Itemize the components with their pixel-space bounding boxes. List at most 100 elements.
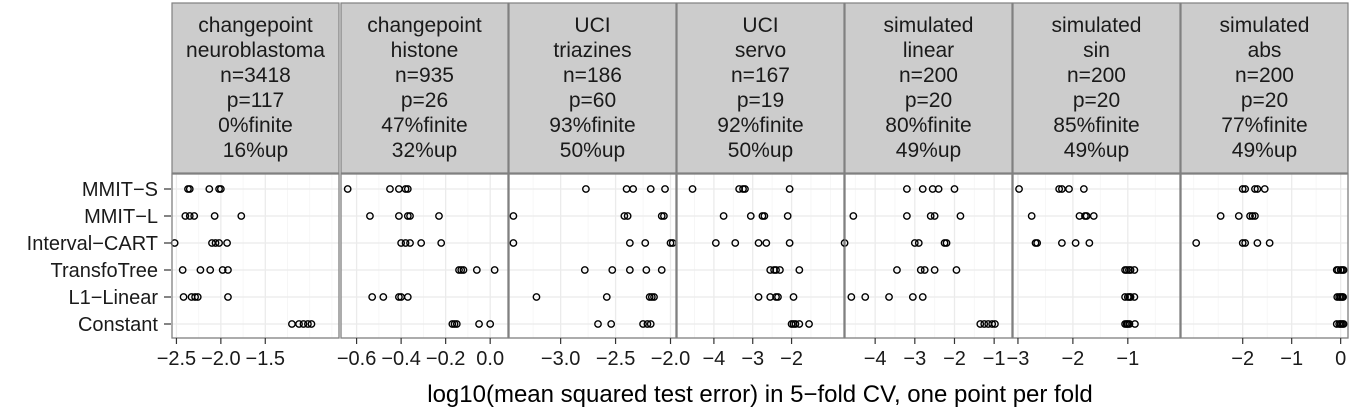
facet-panel: changepointhistonen=935p=2647%finite32%u… xyxy=(337,2,509,370)
data-point xyxy=(295,320,303,328)
facet-strip-label: triazines xyxy=(553,39,631,62)
data-point xyxy=(394,212,403,220)
data-point xyxy=(991,320,999,328)
panel-background xyxy=(172,174,339,338)
data-point xyxy=(1238,239,1247,247)
data-point xyxy=(660,212,668,220)
data-point xyxy=(620,212,629,220)
data-point xyxy=(746,212,755,220)
data-point xyxy=(641,239,650,247)
data-point xyxy=(179,293,188,301)
data-point xyxy=(623,212,632,220)
data-point xyxy=(920,266,929,274)
data-point xyxy=(930,212,939,220)
facet-strip xyxy=(844,2,1013,174)
facet-strip-label: 32%up xyxy=(392,139,457,162)
data-point xyxy=(639,320,647,328)
data-point xyxy=(774,293,782,301)
data-point xyxy=(206,266,215,274)
data-point xyxy=(486,320,495,328)
facet-strip-label: 80%finite xyxy=(885,114,971,137)
data-point xyxy=(625,266,634,274)
data-point xyxy=(754,293,763,301)
data-point xyxy=(976,320,985,328)
data-point xyxy=(1125,320,1134,328)
data-point xyxy=(532,293,541,301)
data-point xyxy=(406,212,414,220)
facet-strip-label: sin xyxy=(1083,39,1110,62)
data-point xyxy=(1251,185,1259,193)
panel-background xyxy=(677,174,844,338)
data-point xyxy=(1253,185,1262,193)
data-point xyxy=(861,293,870,301)
facet-strip-label: 49%up xyxy=(1232,139,1297,162)
data-point xyxy=(762,239,771,247)
data-point xyxy=(403,185,412,193)
data-point xyxy=(902,185,911,193)
x-tick-label: −2.0 xyxy=(651,348,690,370)
data-point xyxy=(196,266,205,274)
facet-strip-label: n=200 xyxy=(1235,64,1294,87)
data-point xyxy=(580,266,589,274)
x-tick-label: −0.2 xyxy=(426,348,465,370)
x-tick-label: −3 xyxy=(1007,348,1030,370)
data-point xyxy=(1253,239,1262,247)
data-point xyxy=(1339,266,1348,274)
data-point xyxy=(988,320,997,328)
y-tick-label: TransfoTree xyxy=(51,260,158,282)
y-tick-label: MMIT−L xyxy=(84,206,158,228)
data-point xyxy=(343,185,352,193)
data-point xyxy=(783,212,792,220)
data-point xyxy=(805,320,813,328)
data-point xyxy=(509,212,518,220)
data-point xyxy=(1126,266,1135,274)
data-point xyxy=(1015,185,1023,193)
data-point xyxy=(625,239,634,247)
panel-background xyxy=(509,174,676,338)
data-point xyxy=(403,293,412,301)
facet-strip-label: p=20 xyxy=(905,89,952,112)
data-point xyxy=(1085,239,1094,247)
data-point xyxy=(304,320,312,328)
facet-strip-label: 16%up xyxy=(223,139,288,162)
facet-strip-label: 49%up xyxy=(896,139,961,162)
facet-strip-label: simulated xyxy=(1220,14,1310,37)
facet-panel: UCItriazinesn=186p=6093%finite50%up−3.0−… xyxy=(508,2,690,370)
data-point xyxy=(215,239,223,247)
data-point xyxy=(711,239,720,247)
facet-strip-label: 0%finite xyxy=(218,114,293,137)
data-point xyxy=(1238,185,1247,193)
facet-panels: changepointneuroblastoman=3418p=1170%fin… xyxy=(157,2,1349,370)
data-point xyxy=(789,293,798,301)
data-point xyxy=(776,266,784,274)
facet-strip xyxy=(1180,2,1349,174)
x-tick-label: −4 xyxy=(864,348,887,370)
data-point xyxy=(401,239,410,247)
data-point xyxy=(237,212,246,220)
data-point xyxy=(1130,266,1139,274)
facet-strip-label: abs xyxy=(1248,39,1282,62)
data-point xyxy=(1241,239,1250,247)
data-point xyxy=(178,266,187,274)
data-point xyxy=(1130,293,1139,301)
facet-strip-label: p=60 xyxy=(569,89,616,112)
data-point xyxy=(1265,239,1274,247)
data-point xyxy=(459,266,468,274)
data-point xyxy=(1065,185,1073,193)
facet-strip-label: linear xyxy=(903,39,954,62)
data-point xyxy=(650,293,658,301)
y-axis-category-labels: MMIT−S MMIT−L Interval−CART TransfoTree L1−L… xyxy=(27,179,171,336)
data-point xyxy=(368,293,377,301)
data-point xyxy=(847,293,856,301)
x-tick-label: −4 xyxy=(702,348,725,370)
panel-background xyxy=(341,174,508,338)
data-point xyxy=(190,212,199,220)
y-tick-label: MMIT−S xyxy=(82,179,158,201)
data-point xyxy=(643,320,652,328)
facet-strip xyxy=(676,2,845,174)
data-point xyxy=(608,266,617,274)
data-point xyxy=(910,239,919,247)
facet-strip-label: servo xyxy=(735,39,786,62)
